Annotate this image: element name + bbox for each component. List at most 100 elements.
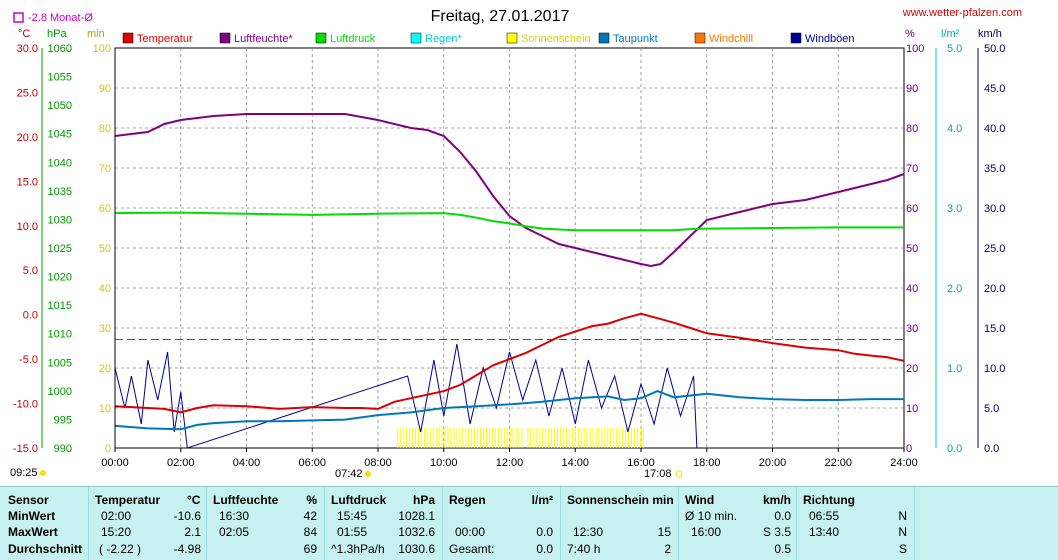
weather-chart: Freitag, 27.01.2017 www.wetter-pfalzen.c… — [10, 7, 1022, 480]
hpa-tick: 1055 — [48, 72, 72, 84]
legend-swatch — [790, 32, 802, 44]
min-temp: -10.6 — [173, 509, 201, 523]
series-luftfeuchte — [114, 113, 905, 268]
pct-tick: 50 — [906, 243, 918, 255]
sun-total-label: 7:40 h — [567, 542, 601, 556]
pct-tick: 30 — [906, 323, 918, 335]
min-tick: 20 — [99, 363, 111, 375]
right-axes: 10090807060504030201005.04.03.02.01.00.0… — [906, 43, 1005, 455]
hdr-temp: Temperatur — [95, 493, 161, 507]
min-tick: 30 — [99, 323, 111, 335]
legend-label: Windböen — [805, 33, 855, 45]
site-url[interactable]: www.wetter-pfalzen.com — [902, 7, 1022, 19]
hpa-tick: 1040 — [48, 157, 72, 169]
hpa-tick: 1005 — [48, 357, 72, 369]
legend-swatch — [694, 32, 706, 44]
series-windgusts — [114, 343, 698, 449]
hpa-tick: 1020 — [48, 272, 72, 284]
min-hum: 42 — [303, 509, 317, 523]
max-hum-time: 02:05 — [219, 525, 250, 539]
max-wind-time: 16:00 — [691, 525, 722, 539]
sunset-label: 17:08 — [644, 468, 672, 480]
hpa-tick: 1060 — [48, 43, 72, 55]
stats-col-sensor: Sensor MinWert MaxWert Durchschnitt — [0, 487, 88, 560]
hpa-tick: 1050 — [48, 100, 72, 112]
max-dir-time: 13:40 — [809, 525, 840, 539]
sunset-icon — [675, 470, 683, 478]
x-tick-label: 10:00 — [430, 457, 458, 469]
min-hum-time: 16:30 — [219, 509, 250, 523]
legend-swatch — [410, 32, 422, 44]
hdr-wind: Wind — [685, 493, 715, 507]
month-avg-label: -2.8 Monat-Ø — [28, 12, 93, 24]
kmh-tick: 45.0 — [984, 83, 1005, 95]
x-tick-label: 14:00 — [561, 457, 589, 469]
min-tick: 0 — [105, 443, 111, 455]
lm2-tick: 3.0 — [947, 203, 962, 215]
legend-label: Luftdruck — [330, 33, 376, 45]
degc-tick: 25.0 — [17, 87, 38, 99]
pct-tick: 70 — [906, 163, 918, 175]
hpa-tick: 1015 — [48, 300, 72, 312]
row-min-label: MinWert — [8, 509, 56, 523]
stats-col-sunshine: Sonnenschein min 12:30 15 7:40 h 2 — [560, 487, 679, 560]
series-lines — [114, 113, 905, 449]
max-press-time: 01:55 — [337, 525, 368, 539]
max-temp-time: 15:20 — [101, 525, 132, 539]
pct-tick: 80 — [906, 123, 918, 135]
legend-swatch — [506, 32, 518, 44]
x-tick-label: 20:00 — [759, 457, 787, 469]
hdr-press: Luftdruck — [331, 493, 387, 507]
avg-dir: S — [898, 542, 907, 556]
min-tick: 40 — [99, 283, 111, 295]
pct-tick: 100 — [906, 43, 924, 55]
hpa-tick: 1000 — [48, 386, 72, 398]
degc-tick: 20.0 — [17, 132, 38, 144]
unit-lm2: l/m² — [941, 28, 960, 40]
kmh-tick: 10.0 — [984, 363, 1005, 375]
kmh-tick: 35.0 — [984, 163, 1005, 175]
min-dir-time: 06:55 — [809, 509, 840, 523]
kmh-tick: 15.0 — [984, 323, 1005, 335]
rain-total: 0.0 — [536, 542, 553, 556]
degc-tick: 30.0 — [17, 43, 38, 55]
x-tick-label: 24:00 — [890, 457, 918, 469]
max-hum: 84 — [303, 525, 317, 539]
avg-press: 1030.6 — [398, 542, 435, 556]
unit-kmh: km/h — [978, 28, 1002, 40]
left-axes: 30.0 25.0 20.0 15.0 10.0 5.0 0.0 -5.0 -10.0 -15.0… — [13, 43, 116, 455]
degc-tick: 15.0 — [17, 176, 38, 188]
x-tick-label: 12:00 — [496, 457, 524, 469]
x-tick-label: 18:00 — [693, 457, 721, 469]
x-tick-label: 02:00 — [167, 457, 195, 469]
sun-avg: 2 — [664, 542, 671, 556]
kmh-tick: 20.0 — [984, 283, 1005, 295]
hdr-press-unit: hPa — [412, 493, 435, 507]
pct-tick: 0 — [906, 443, 912, 455]
legend-label: Sonnenschein — [521, 33, 591, 45]
legend-swatch — [315, 32, 327, 44]
x-axis: 00:00 02:00 04:00 06:00 08:00 10:00 12:00 14:00… — [101, 448, 918, 469]
stats-col-empty — [914, 487, 1058, 560]
hpa-tick: 1030 — [48, 214, 72, 226]
wind-avg-label: Ø 10 min. — [685, 509, 738, 523]
legend-label: Taupunkt — [613, 33, 658, 45]
min-wind: 0.0 — [774, 509, 791, 523]
x-tick-label: 06:00 — [298, 457, 326, 469]
month-avg-icon — [13, 12, 24, 23]
stats-col-direction: Richtung 06:55 N 13:40 N S — [796, 487, 915, 560]
legend-label: Windchill — [709, 33, 753, 45]
stats-col-temp: Temperatur °C 02:00 -10.6 15:20 2.1 ( -2… — [88, 487, 207, 560]
min-tick: 90 — [99, 83, 111, 95]
lm2-tick: 1.0 — [947, 363, 962, 375]
hpa-tick: 1045 — [48, 129, 72, 141]
min-tick: 10 — [99, 403, 111, 415]
min-tick: 70 — [99, 163, 111, 175]
lm2-tick: 0.0 — [947, 443, 962, 455]
chart-title: Freitag, 27.01.2017 — [431, 8, 570, 25]
sunrise-icon — [365, 471, 371, 477]
stats-col-pressure: Luftdruck hPa 15:45 1028.1 01:55 1032.6 … — [324, 487, 443, 560]
series-temperatur — [114, 312, 905, 414]
max-rain: 0.0 — [536, 525, 553, 539]
min-temp-time: 02:00 — [101, 509, 132, 523]
